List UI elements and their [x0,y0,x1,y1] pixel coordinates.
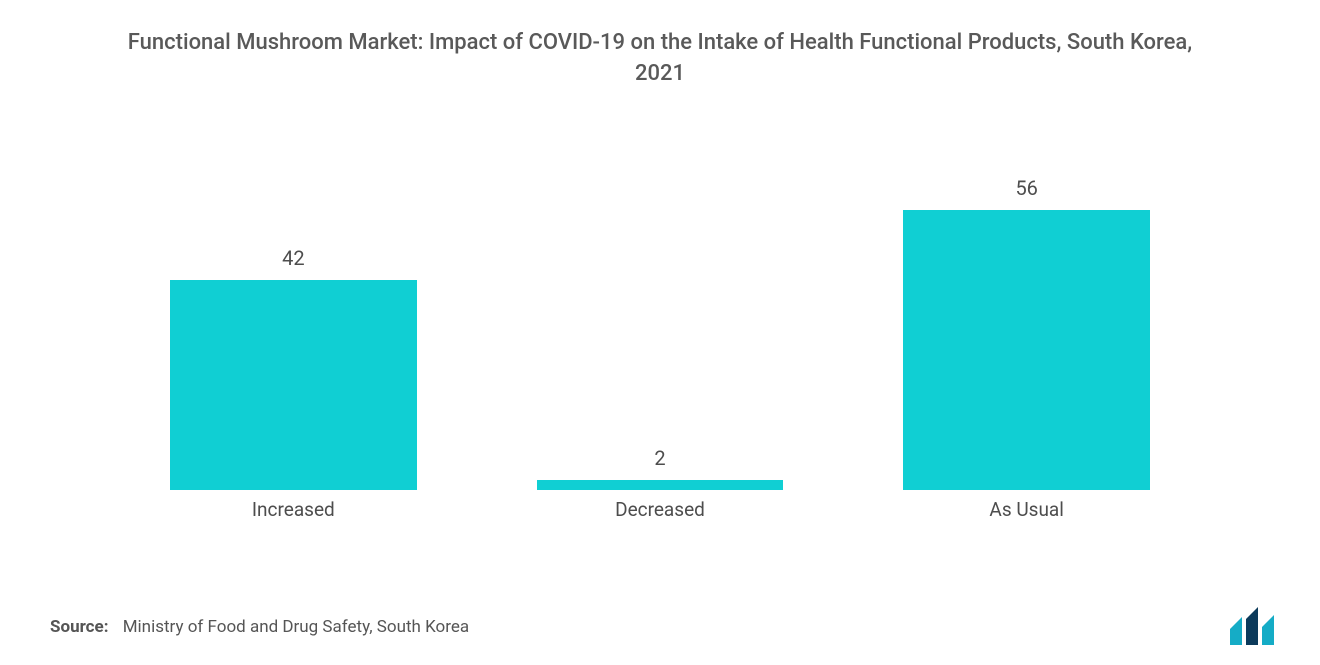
category-label: Increased [252,498,335,521]
chart-title: Functional Mushroom Market: Impact of CO… [0,0,1320,90]
bar-group: 42Increased [170,140,417,490]
bar-value-label: 56 [1015,176,1037,200]
source-text: Ministry of Food and Drug Safety, South … [123,617,469,637]
chart-container: Functional Mushroom Market: Impact of CO… [0,0,1320,665]
bar-value-label: 2 [654,446,665,470]
bar-group: 56As Usual [903,140,1150,490]
bar-group: 2Decreased [537,140,784,490]
category-label: As Usual [989,498,1063,521]
brand-logo [1228,607,1284,647]
bar [903,210,1150,490]
source-label: Source: [50,617,108,637]
bars-row: 42Increased 2Decreased 56As Usual [100,140,1220,490]
source-row: Source: Ministry of Food and Drug Safety… [50,617,469,637]
bar [537,480,784,490]
category-label: Decreased [615,498,705,521]
bar-value-label: 42 [282,246,304,270]
bar [170,280,417,490]
plot-area: 42Increased 2Decreased 56As Usual [100,140,1220,490]
